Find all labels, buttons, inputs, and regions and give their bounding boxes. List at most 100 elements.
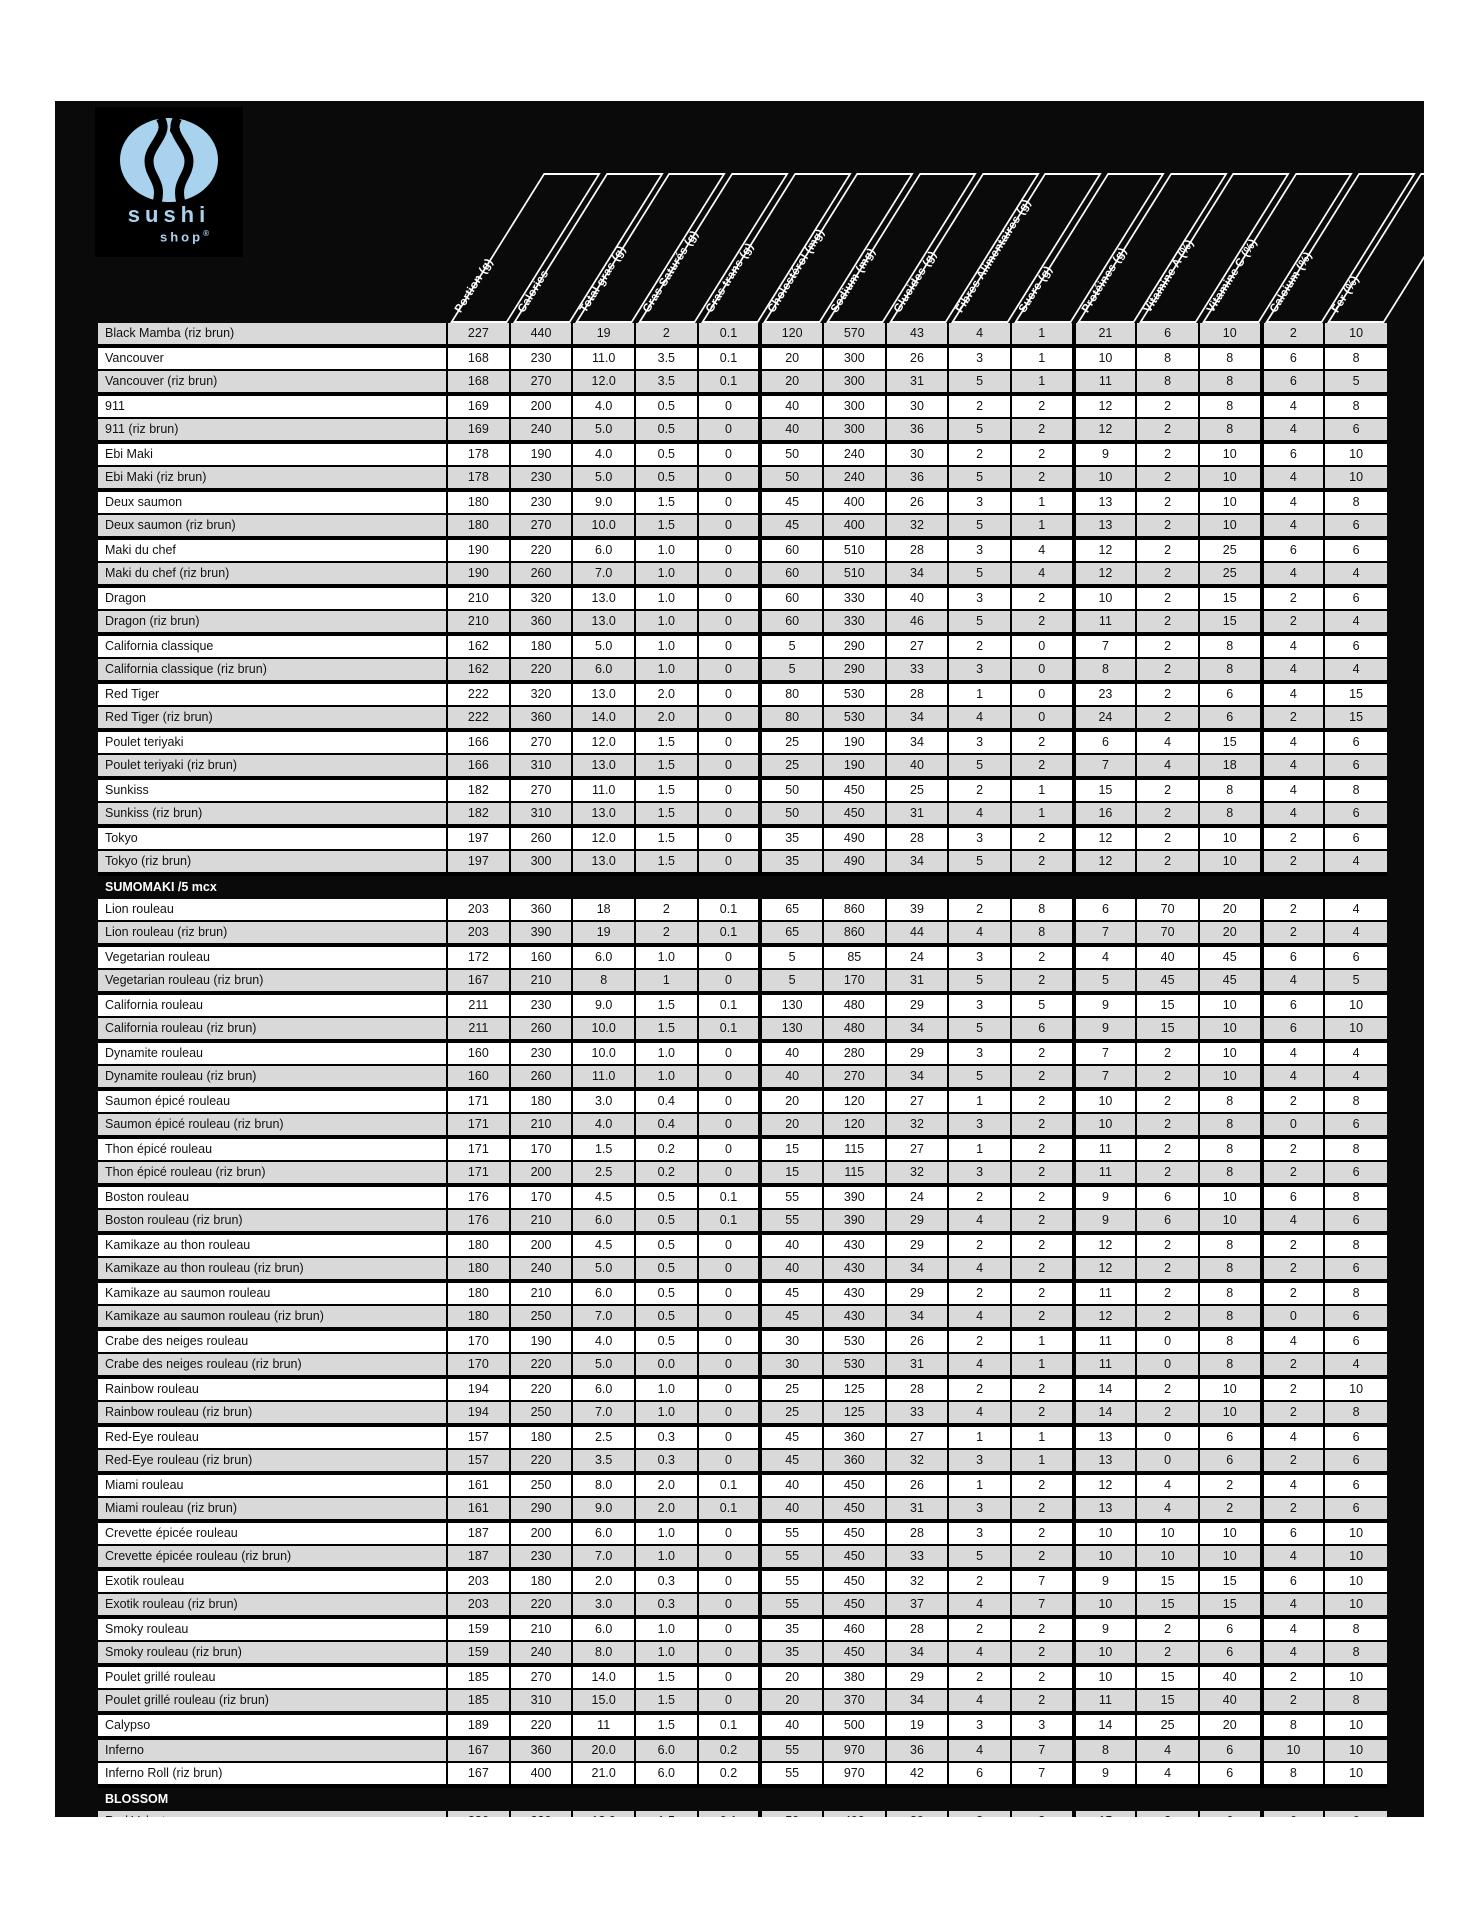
value-cell: 4 [947,1305,1011,1331]
table-row: Inferno Roll (riz brun) 167 400 21.0 6.0 0.2 5… [98,1762,1387,1788]
value-cell: 45 [758,514,823,540]
value-cell: 29 [884,1233,949,1258]
value-cell: 2 [1009,442,1074,467]
value-cell: 8 [1197,778,1262,803]
value-cell: 166 [446,730,510,755]
value-cell: 176 [446,1209,510,1235]
value-cell: 8 [1197,346,1262,371]
value-cell: 270 [508,778,573,803]
value-cell: 4 [947,1401,1011,1427]
value-cell: 0.2 [634,1137,698,1162]
table-row: Boston rouleau 176 170 4.5 0.5 0.1 55 390 24 2 2 9 6… [98,1185,1387,1210]
table-row: Poulet grillé rouleau (riz brun) 185 310 15… [98,1689,1387,1715]
value-cell: 4 [1259,514,1325,540]
value-cell: 120 [821,1089,886,1114]
table-row: Sunkiss 182 270 11.0 1.5 0 50 450 25 2 1 15 2 8 4 8 [98,778,1387,803]
value-cell: 5 [758,969,823,995]
value-cell: 0 [696,562,761,588]
row-name-cell: Miami rouleau (riz brun) [98,1497,448,1523]
value-cell: 200 [508,1161,573,1187]
value-cell: 970 [821,1762,886,1788]
value-cell: 180 [508,634,573,659]
value-cell: 10 [1323,1017,1387,1043]
value-cell: 8 [1197,1161,1262,1187]
row-name-cell: Crevette épicée rouleau [98,1521,448,1546]
value-cell: 167 [446,969,510,995]
table-row: Smoky rouleau (riz brun) 159 240 8.0 1.0 0 35 4… [98,1641,1387,1667]
value-cell: 10 [1197,1209,1262,1235]
value-cell: 222 [446,706,510,732]
section-header-row: BLOSSOM [98,1786,1387,1811]
value-cell: 10 [1197,323,1262,348]
value-cell: 55 [758,1545,823,1571]
value-cell: 290 [821,634,886,659]
row-name-cell: Ebi Maki [98,442,448,467]
value-cell: 3 [947,538,1011,563]
value-cell: 8 [1323,778,1387,803]
value-cell: 0.5 [634,1305,698,1331]
value-cell: 0.3 [634,1449,698,1475]
value-cell: 10 [1323,1665,1387,1690]
brand-name-sushi: sushi [127,202,211,227]
table-row: Inferno 167 360 20.0 6.0 0.2 55 970 36 4 7 8 4 6 10 10 [98,1738,1387,1763]
value-cell: 10 [1323,1593,1387,1619]
value-cell: 1 [947,1089,1011,1114]
value-cell: 32 [884,1449,949,1475]
row-name-cell: Rainbow rouleau (riz brun) [98,1401,448,1427]
value-cell: 220 [508,1449,573,1475]
value-cell: 6 [1323,1305,1387,1331]
value-cell: 6 [1259,1185,1325,1210]
table-row: 911 169 200 4.0 0.5 0 40 300 30 2 2 12 2 8 4 8 [98,394,1387,419]
value-cell: 10 [1197,1185,1262,1210]
value-cell: 230 [508,1545,573,1571]
value-cell: 200 [508,1233,573,1258]
value-cell: 2 [1259,1089,1325,1114]
table-row: Miami rouleau (riz brun) 161 290 9.0 2.0 0.1 4… [98,1497,1387,1523]
value-cell: 125 [821,1377,886,1402]
table-row: Crabe des neiges rouleau (riz brun) 170 22… [98,1353,1387,1379]
row-name-cell: Thon épicé rouleau [98,1137,448,1162]
value-cell: 0 [1009,658,1074,684]
value-cell: 0 [696,1065,761,1091]
value-cell: 6 [1197,1641,1262,1667]
value-cell: 10 [1197,1545,1262,1571]
value-cell: 5 [947,610,1011,636]
value-cell: 10 [1071,1593,1137,1619]
value-cell: 19 [884,1713,949,1740]
value-cell: 1 [1009,1449,1074,1475]
value-cell: 6 [1259,370,1325,396]
value-cell: 8 [1323,1641,1387,1667]
value-cell: 25 [758,1401,823,1427]
value-cell: 3 [947,1041,1011,1066]
value-cell: 450 [821,1545,886,1571]
table-row: Dragon (riz brun) 210 360 13.0 1.0 0 60 330 46 5 2… [98,610,1387,636]
table-row: Vegetarian rouleau (riz brun) 167 210 8 1 0 5 1… [98,969,1387,995]
value-cell: 2 [634,323,698,348]
value-cell: 270 [508,370,573,396]
value-cell: 8 [1323,1233,1387,1258]
value-cell: 50 [758,466,823,492]
value-cell: 2 [1135,1377,1199,1402]
value-cell: 2 [1009,1377,1074,1402]
value-cell: 8 [1323,1401,1387,1427]
value-cell: 180 [446,1281,510,1306]
value-cell: 0.2 [696,1738,761,1763]
value-cell: 8 [1323,1185,1387,1210]
value-cell: 2.5 [571,1161,635,1187]
value-cell: 2 [634,921,698,947]
value-cell: 0 [696,969,761,995]
value-cell: 3 [947,1113,1011,1139]
value-cell: 15 [1323,682,1387,707]
row-name-cell: Dragon (riz brun) [98,610,448,636]
value-cell: 1.5 [634,778,698,803]
value-cell: 10 [1197,514,1262,540]
value-cell: 4 [1323,1353,1387,1379]
value-cell: 8 [1197,1113,1262,1139]
value-cell: 20 [1197,1713,1262,1740]
value-cell: 120 [758,323,823,348]
value-cell: 4.0 [571,394,635,419]
value-cell: 1.5 [634,490,698,515]
value-cell: 8 [1197,658,1262,684]
value-cell: 15 [1071,778,1137,803]
value-cell: 4 [1135,730,1199,755]
